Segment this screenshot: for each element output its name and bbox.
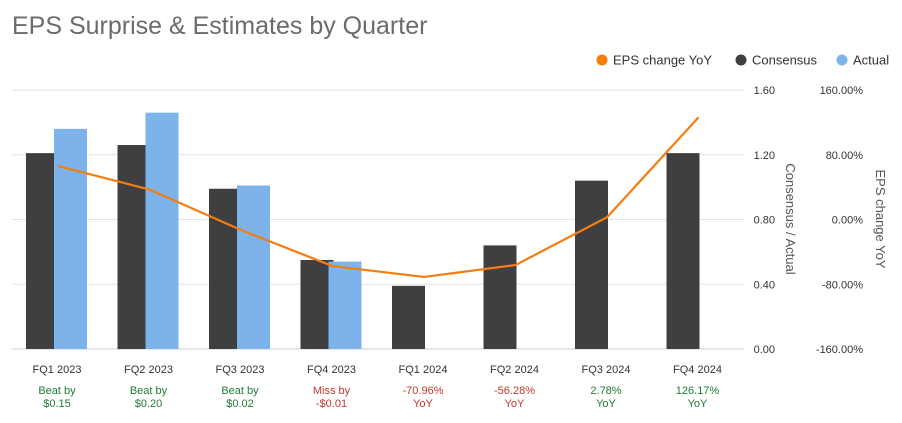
category-label: FQ2 2023 xyxy=(124,364,173,376)
actual-bar-fq2-2023 xyxy=(145,112,179,349)
annotation-miss: YoY xyxy=(505,398,525,410)
category-label: FQ3 2023 xyxy=(216,364,265,376)
legend-swatch-eps-change-yoy xyxy=(596,54,608,66)
left-tick-label: 1.20 xyxy=(754,150,775,162)
category-label: FQ2 2024 xyxy=(490,364,539,376)
annotation-beat: YoY xyxy=(688,398,708,410)
annotation-beat: $0.15 xyxy=(43,398,71,410)
left-tick-label: 0.00 xyxy=(754,344,775,356)
actual-bar-fq4-2023 xyxy=(328,261,362,349)
category-labels: FQ1 2023 FQ2 2023 FQ3 2023 FQ4 2023 FQ1 2024… xyxy=(33,364,722,376)
consensus-bar-fq3-2024 xyxy=(575,180,608,349)
annotation-beat: YoY xyxy=(596,398,616,410)
annotation-miss: Miss by xyxy=(313,385,351,397)
consensus-bar-fq1-2023 xyxy=(26,153,59,349)
actual-bar-fq1-2023 xyxy=(54,128,87,349)
annotation-miss: YoY xyxy=(413,398,433,410)
annotation-miss: -70.96% xyxy=(403,385,444,397)
consensus-bar-fq2-2023 xyxy=(117,145,151,349)
annotation-beat: 126.17% xyxy=(676,385,720,397)
right-axis-title: EPS change YoY xyxy=(873,169,888,268)
consensus-bar-fq2-2024 xyxy=(483,245,517,349)
annotation-beat: $0.02 xyxy=(226,398,254,410)
left-tick-label: 0.80 xyxy=(754,215,775,227)
consensus-bar-fq4-2024 xyxy=(666,153,700,349)
annotation-beat: Beat by xyxy=(38,385,76,397)
right-tick-label: -80.00% xyxy=(822,279,863,291)
legend-swatch-actual xyxy=(836,54,848,66)
legend-label-actual: Actual xyxy=(853,53,889,68)
chart-title: EPS Surprise & Estimates by Quarter xyxy=(12,12,427,40)
annotation-beat: $0.20 xyxy=(135,398,163,410)
right-tick-label: -160.00% xyxy=(816,344,863,356)
actual-bar-fq3-2023 xyxy=(237,185,270,349)
left-tick-label: 1.60 xyxy=(754,85,775,97)
right-tick-label: 160.00% xyxy=(820,85,864,97)
right-tick-label: 0.00% xyxy=(832,215,863,227)
bars xyxy=(26,112,700,349)
category-label: FQ4 2024 xyxy=(673,364,722,376)
right-tick-label: 80.00% xyxy=(826,150,864,162)
annotation-beat: Beat by xyxy=(130,385,168,397)
annotation-beat: Beat by xyxy=(221,385,259,397)
annotation-miss: -$0.01 xyxy=(316,398,347,410)
category-label: FQ4 2023 xyxy=(307,364,356,376)
annotation-miss: -56.28% xyxy=(494,385,535,397)
yoy-line-path xyxy=(57,116,700,279)
category-label: FQ1 2023 xyxy=(33,364,82,376)
yoy-line xyxy=(57,116,700,279)
category-label: FQ1 2024 xyxy=(399,364,448,376)
category-label: FQ3 2024 xyxy=(582,364,631,376)
left-axis-title: Consensus / Actual xyxy=(783,163,798,274)
legend-label-eps-change-yoy: EPS change YoY xyxy=(613,53,712,68)
left-tick-label: 0.40 xyxy=(754,279,775,291)
legend: EPS change YoY Consensus Actual xyxy=(596,53,889,68)
annotation-beat: 2.78% xyxy=(590,385,621,397)
consensus-bar-fq4-2023 xyxy=(300,259,334,349)
consensus-bar-fq3-2023 xyxy=(209,188,242,349)
consensus-bar-fq1-2024 xyxy=(392,285,425,349)
axes: 0.00 0.40 0.80 1.20 1.60 -160.00% -80.00% 0.00%… xyxy=(754,85,888,356)
legend-swatch-consensus xyxy=(735,54,747,66)
legend-label-consensus: Consensus xyxy=(752,53,818,68)
